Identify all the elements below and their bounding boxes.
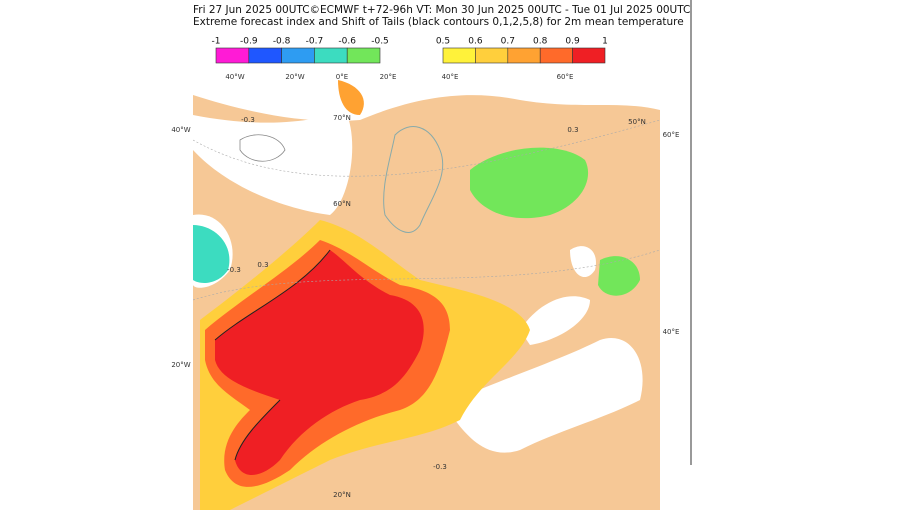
map-label: 20°E: [380, 73, 397, 81]
sea: [455, 338, 643, 453]
anomaly-warm: [215, 250, 424, 475]
map-label: 0°E: [336, 73, 348, 81]
title-line: Fri 27 Jun 2025 00UTC©ECMWF t+72-96h VT:…: [193, 4, 690, 16]
anomaly-cold: [193, 225, 230, 283]
legend-swatch: [572, 47, 606, 64]
map-label: 50°N: [628, 118, 646, 126]
legend-label: 0.9: [565, 37, 580, 47]
legend: -1 -0.9 -0.8 -0.7 -0.6 -0.5 0.5 0.6 0.7 0.8 0.9 1: [212, 37, 608, 64]
legend-label: 1: [602, 37, 608, 47]
map-label: 40°E: [442, 73, 459, 81]
coastline: [239, 134, 286, 162]
legend-label: -0.7: [306, 37, 324, 47]
map-label: -0.3: [227, 266, 241, 274]
legend-label: -0.8: [273, 37, 291, 47]
legend-swatch: [281, 47, 315, 64]
legend-label: -0.9: [240, 37, 258, 47]
legend-swatch: [248, 47, 282, 64]
map-label: 70°N: [333, 114, 351, 122]
map-label: 40°E: [663, 328, 680, 336]
sea: [193, 110, 353, 215]
map-label: 0.3: [567, 126, 578, 134]
legend-swatch: [507, 47, 541, 64]
legend-swatch: [346, 47, 381, 64]
anomaly-cold: [598, 256, 640, 296]
graticule: [193, 119, 660, 301]
map-label: -0.3: [433, 463, 447, 471]
map-label: 60°N: [333, 200, 351, 208]
anomaly-warm: [338, 80, 364, 115]
legend-label: 0.8: [533, 37, 548, 47]
legend-swatch: [539, 47, 573, 64]
legend-label: -0.6: [338, 37, 356, 47]
map-label: 40°W: [171, 126, 190, 134]
legend-label: 0.6: [468, 37, 483, 47]
sea: [570, 246, 596, 278]
legend-swatch: [314, 47, 348, 64]
sea: [193, 80, 660, 121]
legend-label: 0.5: [436, 37, 450, 47]
legend-label: -0.5: [371, 37, 389, 47]
map: [193, 80, 660, 510]
map-labels: 40°W 20°W 0°E 20°E 40°E 60°E 40°W 20°W 60°E 40°E 7…: [171, 73, 679, 499]
sea: [520, 296, 590, 345]
anomaly-cold: [470, 147, 589, 219]
map-label: 40°W: [225, 73, 244, 81]
map-label: 60°E: [663, 131, 680, 139]
legend-swatch: [475, 47, 509, 64]
map-label: 20°N: [333, 491, 351, 499]
contour: [214, 249, 331, 461]
map-label: 20°W: [171, 361, 190, 369]
map-label: -0.3: [241, 116, 255, 124]
legend-swatch: [442, 47, 476, 64]
map-label: 0.3: [257, 261, 268, 269]
title-line: Extreme forecast index and Shift of Tail…: [193, 16, 684, 28]
map-label: 20°W: [285, 73, 304, 81]
coastline: [383, 126, 444, 233]
legend-swatch: [215, 47, 250, 64]
legend-label: 0.7: [501, 37, 515, 47]
legend-label: -1: [212, 37, 221, 47]
map-label: 60°E: [557, 73, 574, 81]
